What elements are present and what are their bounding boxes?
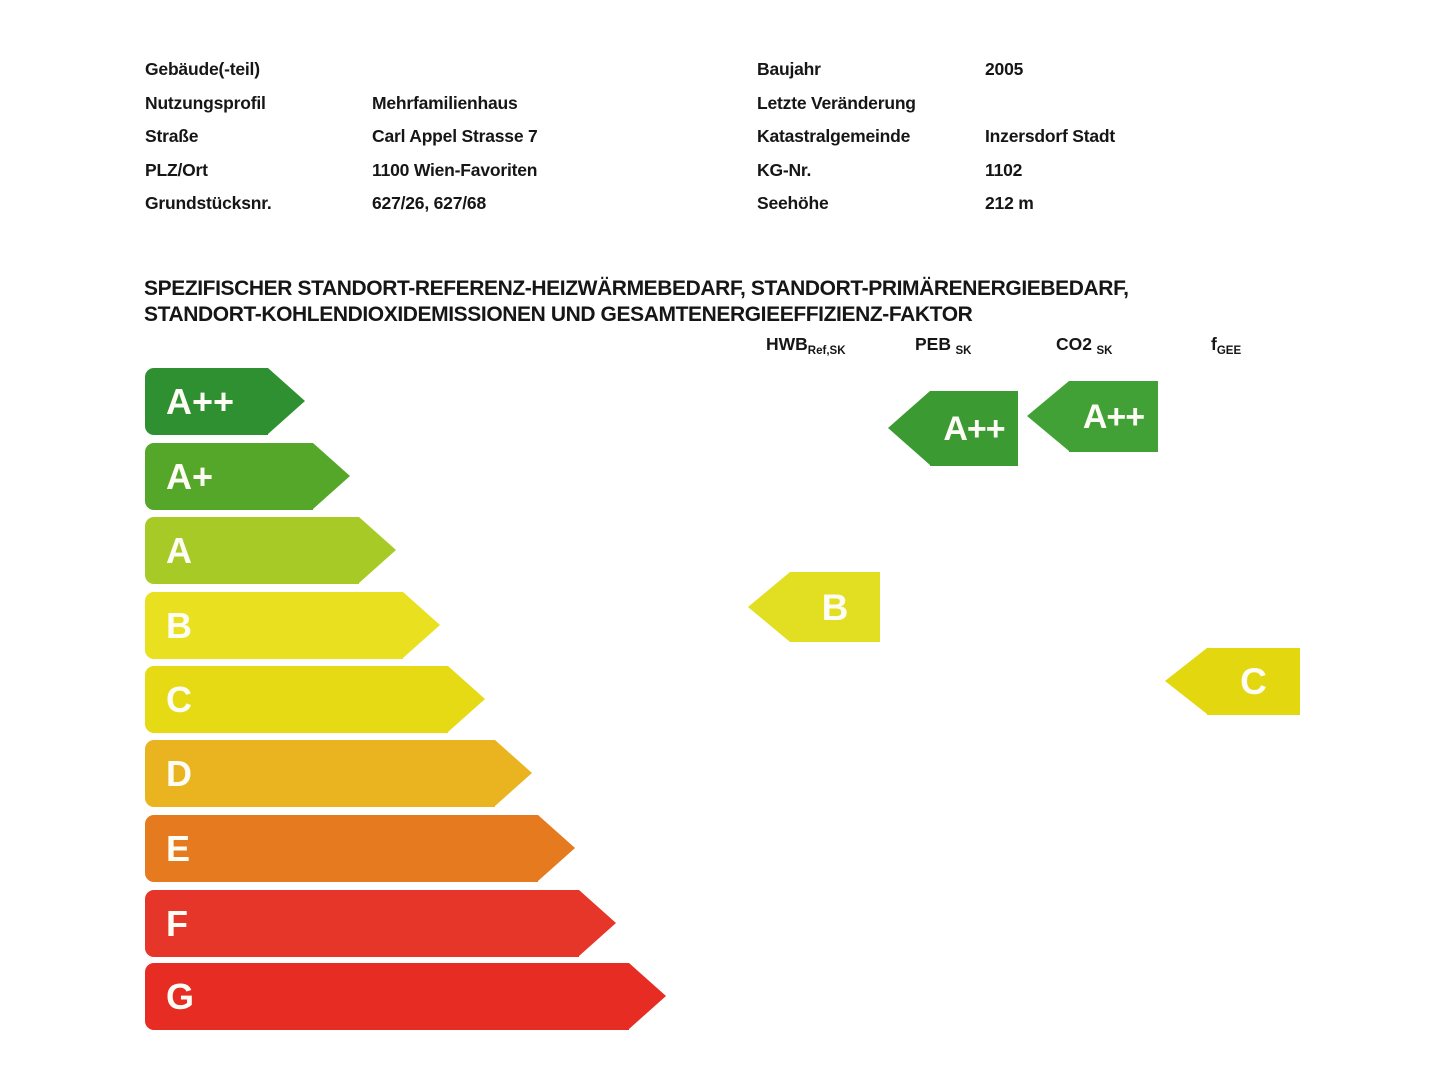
scale-arrow-b: B	[145, 592, 440, 659]
info-value: 627/26, 627/68	[372, 193, 486, 213]
info-label: Gebäude(-teil)	[145, 59, 260, 79]
section-heading-line2: STANDORT-KOHLENDIOXIDEMISSIONEN UND GESA…	[144, 303, 973, 326]
metric-header-sub: Ref,SK	[807, 345, 846, 357]
scale-arrow-label: A++	[166, 380, 235, 422]
info-label: Letzte Veränderung	[757, 92, 916, 113]
metric-header-hwb: HWBRef,SK	[766, 334, 846, 357]
info-label: Katastralgemeinde	[757, 126, 911, 146]
info-label: Straße	[145, 126, 199, 146]
rating-arrow-peb: A++	[888, 391, 1018, 466]
scale-arrow-a: A	[145, 517, 396, 584]
scale-arrow-a-plus-plus: A++	[145, 368, 305, 435]
scale-arrow-label: F	[166, 902, 188, 944]
scale-arrow-label: A	[166, 529, 192, 571]
rating-arrow-label: A++	[1082, 397, 1145, 436]
metric-header-peb: PEB SK	[915, 334, 972, 357]
rating-arrow-label: C	[1240, 661, 1267, 702]
scale-arrow-f: F	[145, 890, 616, 957]
scale-arrow-label: C	[166, 678, 192, 720]
metric-header-main: HWB	[766, 334, 808, 354]
info-value: 212 m	[985, 193, 1034, 213]
section-heading-line1: SPEZIFISCHER STANDORT-REFERENZ-HEIZWÄRME…	[144, 277, 1129, 300]
info-label: Baujahr	[757, 59, 821, 79]
rating-arrow-label: A++	[943, 409, 1005, 448]
metric-header-main: CO2	[1056, 334, 1092, 354]
scale-arrow-d: D	[145, 740, 532, 807]
info-value: 2005	[985, 59, 1024, 79]
info-value: Carl Appel Strasse 7	[372, 126, 538, 146]
rating-arrow-hwb: B	[748, 572, 880, 642]
scale-arrow-g: G	[145, 963, 666, 1030]
scale-arrow-label: D	[166, 752, 192, 794]
scale-arrow-a-plus: A+	[145, 443, 350, 510]
info-label: Seehöhe	[757, 193, 829, 213]
building-info-labels-left: Gebäude(-teil) Nutzungsprofil Straße PLZ…	[145, 59, 272, 227]
info-label: KG-Nr.	[757, 159, 812, 180]
info-value: Mehrfamilienhaus	[372, 92, 518, 113]
metric-header-sub: SK	[955, 345, 972, 357]
scale-arrow-c: C	[145, 666, 485, 733]
metric-header-sub: SK	[1096, 345, 1113, 357]
info-label: Grundstücksnr.	[145, 193, 272, 213]
info-label: Nutzungsprofil	[145, 92, 266, 113]
rating-arrow-co2: A++	[1027, 381, 1158, 452]
metric-header-sub: GEE	[1216, 345, 1242, 357]
info-label: PLZ/Ort	[145, 159, 208, 180]
scale-arrow-label: E	[166, 827, 191, 869]
info-value	[372, 59, 538, 93]
metric-header-co2: CO2 SK	[1056, 334, 1113, 357]
building-info-values-left: Mehrfamilienhaus Carl Appel Strasse 7 11…	[372, 59, 538, 227]
info-value	[985, 93, 1115, 127]
scale-arrow-e: E	[145, 815, 575, 882]
rating-arrow-label: B	[821, 586, 849, 628]
scale-arrow-label: G	[166, 975, 195, 1017]
info-value: 1100 Wien-Favoriten	[372, 159, 538, 180]
building-info-labels-right: Baujahr Letzte Veränderung Katastralgeme…	[757, 59, 916, 227]
rating-arrow-fgee: C	[1165, 648, 1300, 715]
info-value: Inzersdorf Stadt	[985, 126, 1116, 146]
scale-arrow-label: A+	[166, 455, 214, 497]
metric-header-main: f	[1211, 334, 1217, 354]
info-value: 1102	[985, 159, 1023, 180]
metric-header-main: PEB	[915, 334, 951, 354]
scale-arrow-label: B	[166, 604, 192, 646]
metric-header-fgee: fGEE	[1211, 334, 1242, 357]
building-info-values-right: 2005 Inzersdorf Stadt 1102 212 m	[985, 59, 1115, 227]
section-heading: SPEZIFISCHER STANDORT-REFERENZ-HEIZWÄRME…	[144, 276, 1244, 328]
